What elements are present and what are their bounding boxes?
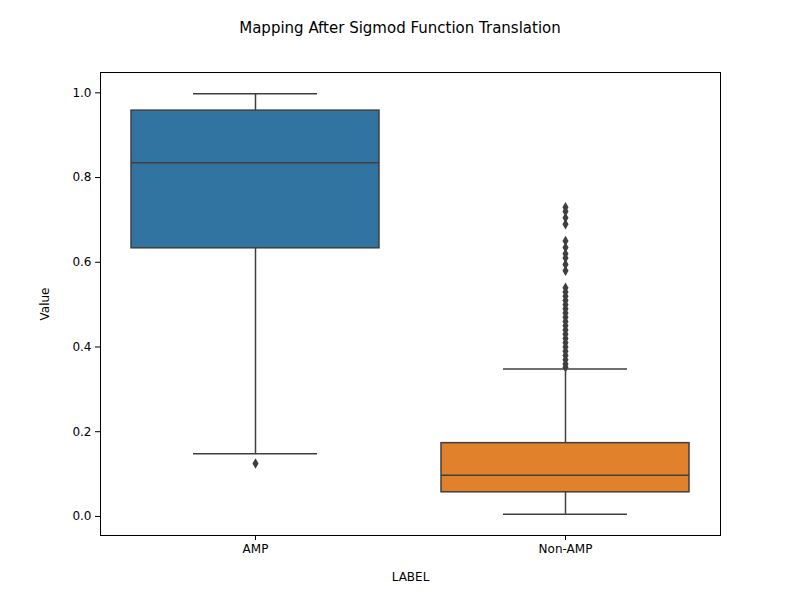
svg-text:0.2: 0.2 xyxy=(72,425,91,439)
svg-text:0.8: 0.8 xyxy=(72,170,91,184)
svg-text:0.4: 0.4 xyxy=(72,340,91,354)
svg-text:0.6: 0.6 xyxy=(72,255,91,269)
svg-text:Non-AMP: Non-AMP xyxy=(539,542,593,556)
svg-text:1.0: 1.0 xyxy=(72,86,91,100)
svg-text:0.0: 0.0 xyxy=(72,509,91,523)
svg-text:LABEL: LABEL xyxy=(392,570,430,584)
svg-text:AMP: AMP xyxy=(243,542,269,556)
html-text:Mapping After Sigmod Function: Mapping After Sigmod Function Translatio… xyxy=(239,19,561,37)
svg-text:Value: Value xyxy=(38,288,52,321)
